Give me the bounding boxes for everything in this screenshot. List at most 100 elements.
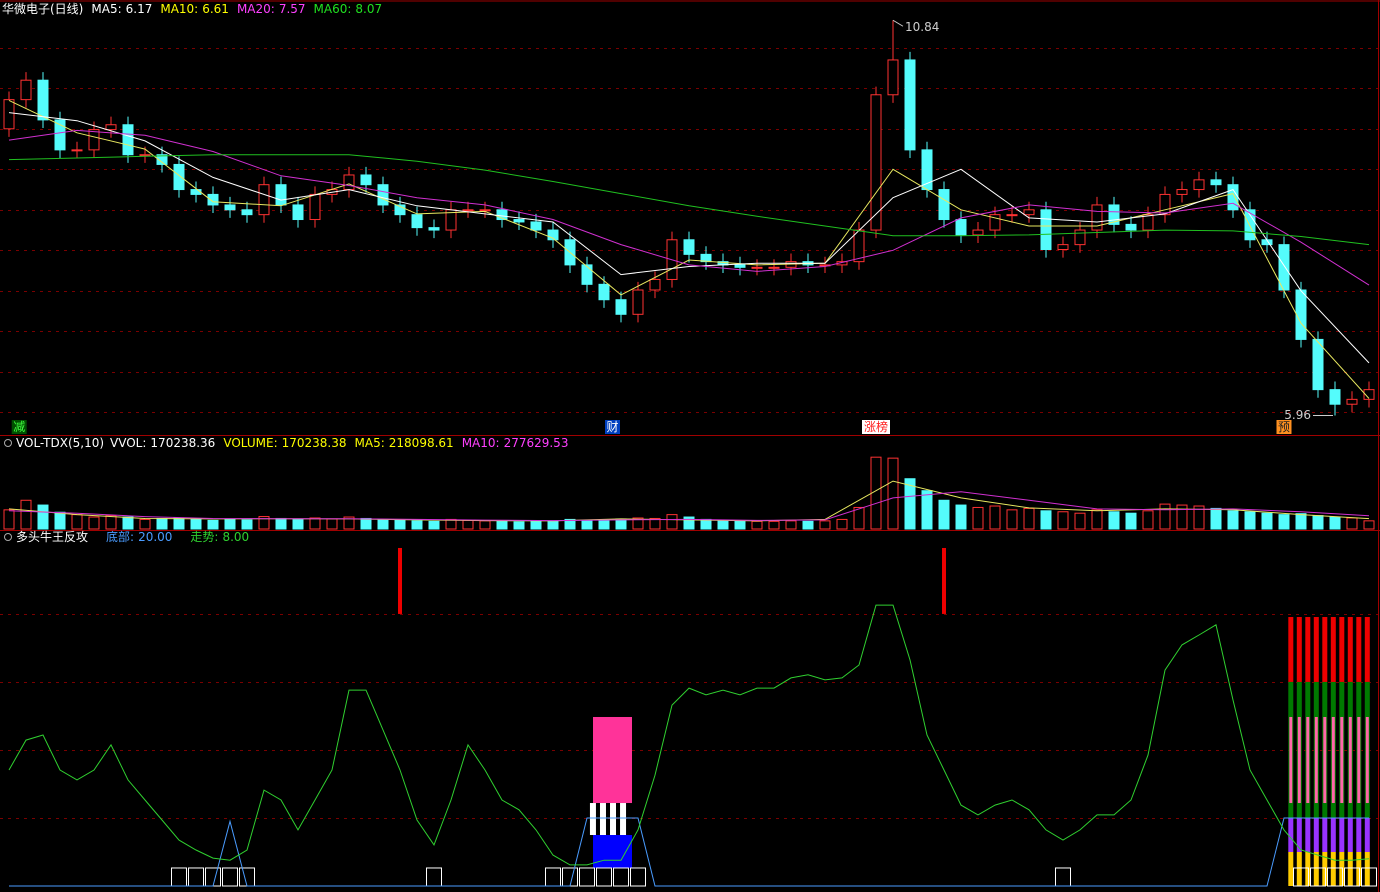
event-tag: 财 (606, 420, 618, 434)
volume-bar (819, 520, 831, 530)
volume-bar (615, 518, 627, 530)
candle-body (71, 149, 83, 152)
volume-bar (377, 518, 389, 530)
series-name: VVOL: (110, 436, 146, 450)
label-value: 170238.38 (282, 436, 347, 450)
candle-body (1091, 204, 1103, 231)
candle-body (734, 264, 746, 268)
volume-bar (1176, 504, 1188, 530)
volume-bar (394, 519, 406, 530)
volume-bar (836, 518, 848, 530)
volume-bar (479, 520, 491, 530)
volume-bar (1244, 511, 1256, 530)
candle-body (292, 204, 304, 221)
volume-bar (649, 517, 661, 530)
volume-bar (1108, 511, 1120, 530)
volume-bar (751, 520, 763, 530)
volume-bar (632, 517, 644, 530)
volume-ma-line (8, 491, 1370, 522)
event-tag-bg (862, 420, 890, 434)
volume-bar (1040, 510, 1052, 530)
signal-stick (1305, 617, 1311, 682)
volume-bar (360, 517, 372, 530)
volume-bar (462, 519, 474, 530)
candle-body (1142, 214, 1154, 231)
candle-body (887, 59, 899, 96)
volume-bar (496, 520, 508, 530)
volume-bar (564, 518, 576, 530)
signal-stick (1296, 851, 1302, 886)
volume-bar (122, 516, 134, 530)
candle-body (54, 119, 66, 151)
panel-header: 多头牛王反攻 底部: 20.00 走势: 8.00 (16, 529, 249, 544)
volume-bar (20, 499, 32, 530)
volume-bar (972, 506, 984, 530)
candle-body (683, 239, 695, 255)
panel-icon (4, 439, 12, 447)
event-tag-bg (11, 420, 27, 434)
signal-stick (593, 716, 615, 804)
candle-body (972, 229, 984, 236)
volume-bar (275, 517, 287, 530)
indicator-line (9, 817, 1369, 887)
candle-body (1006, 214, 1018, 217)
volume-bar (326, 518, 338, 530)
ma-name: MA10: (160, 2, 198, 16)
signal-stick (1347, 817, 1353, 852)
panel-title: VOL-TDX(5,10) (16, 436, 104, 450)
panel-icon (4, 533, 12, 541)
signal-stick (1288, 817, 1294, 852)
signal-box (1361, 867, 1377, 887)
candle-body (479, 209, 491, 212)
candle-body (598, 283, 610, 301)
signal-stick (1339, 817, 1345, 852)
panel-header: VOL-TDX(5,10) VVOL: 170238.36 VOLUME: 170238… (16, 436, 568, 450)
candle-body (1363, 389, 1375, 400)
candle-body (615, 299, 627, 315)
event-tag: 涨榜 (864, 419, 888, 434)
low-annotation: 5.96 (1284, 408, 1311, 422)
candle-body (173, 163, 185, 191)
volume-bar (513, 521, 525, 530)
signal-stick (610, 834, 632, 868)
candle-body (955, 219, 967, 236)
volume-bar (904, 478, 916, 530)
volume-bar (1057, 511, 1069, 530)
volume-bar (853, 506, 865, 530)
volume-bar (989, 505, 1001, 530)
signal-stick (1288, 851, 1294, 886)
candle-body (1210, 179, 1222, 186)
candle-body (530, 221, 542, 231)
candle-body (1295, 289, 1307, 340)
volume-bar (1193, 505, 1205, 530)
volume-bar (71, 514, 83, 530)
candle-body (768, 266, 780, 269)
volume-bar (547, 520, 559, 530)
signal-stick (1322, 817, 1328, 852)
volume-bar (1295, 513, 1307, 530)
signal-box (596, 867, 612, 887)
volume-bar (1210, 507, 1222, 530)
candle-body (1244, 209, 1256, 241)
signal-stick (1313, 617, 1319, 682)
event-tag-bg (1276, 420, 1292, 434)
signal-box (1344, 867, 1360, 887)
ma-name: MA5: (91, 2, 121, 16)
signal-stick (1305, 851, 1311, 886)
volume-bar (156, 517, 168, 530)
signal-stick (1339, 851, 1345, 886)
candle-body (513, 219, 525, 223)
legend-name: 走势: (190, 530, 218, 544)
candle-body (751, 266, 763, 269)
candle-body (1193, 179, 1205, 191)
candle-body (1074, 229, 1086, 246)
signal-stick (1331, 716, 1335, 804)
signal-stick (1339, 617, 1345, 682)
candle-body (1312, 338, 1324, 391)
candle-body (37, 79, 49, 121)
signal-stick (1364, 817, 1370, 852)
volume-bar (190, 518, 202, 530)
candle-body (1108, 204, 1120, 225)
volume-bar (1346, 517, 1358, 530)
